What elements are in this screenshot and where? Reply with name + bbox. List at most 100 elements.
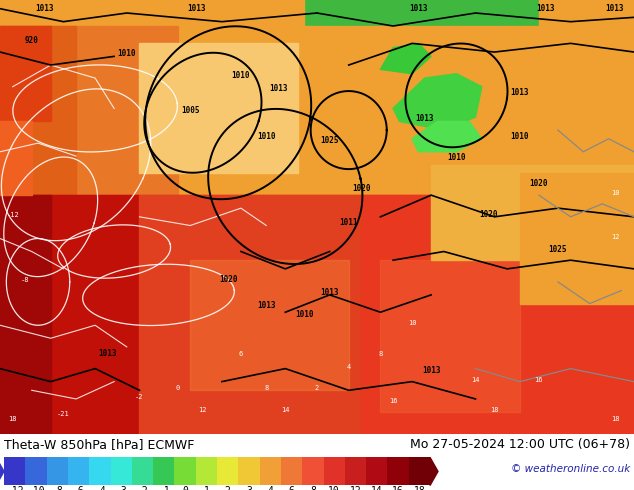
Text: 1025: 1025 — [548, 245, 567, 253]
Text: -12: -12 — [6, 212, 19, 218]
Text: 4: 4 — [268, 487, 273, 490]
Text: 1011: 1011 — [339, 219, 358, 227]
Text: 1020: 1020 — [219, 275, 238, 284]
Text: 18: 18 — [611, 416, 619, 421]
Bar — [139, 44, 298, 173]
Text: -6: -6 — [73, 487, 84, 490]
Text: 2: 2 — [224, 487, 231, 490]
Text: 1: 1 — [204, 487, 209, 490]
Text: 10: 10 — [328, 487, 340, 490]
Text: 1013: 1013 — [187, 4, 206, 13]
Bar — [25, 457, 47, 486]
Text: 1013: 1013 — [605, 4, 624, 13]
Text: 1013: 1013 — [415, 115, 434, 123]
Text: 16: 16 — [389, 398, 398, 404]
Text: 1010: 1010 — [257, 132, 276, 141]
Text: 6: 6 — [288, 487, 294, 490]
Text: 1010: 1010 — [447, 153, 466, 163]
Text: 1013: 1013 — [269, 84, 288, 93]
Bar — [4, 457, 25, 486]
Bar — [302, 457, 323, 486]
Text: 1010: 1010 — [510, 132, 529, 141]
Bar — [0, 26, 178, 195]
Bar — [259, 457, 281, 486]
Bar — [196, 457, 217, 486]
Text: -4: -4 — [94, 487, 106, 490]
Polygon shape — [393, 74, 482, 130]
Bar — [0, 195, 139, 434]
Bar — [431, 165, 634, 260]
Bar — [0, 195, 634, 434]
Text: 1013: 1013 — [35, 4, 54, 13]
Bar — [89, 457, 110, 486]
Text: © weatheronline.co.uk: © weatheronline.co.uk — [511, 464, 630, 474]
Bar — [0, 26, 634, 195]
Text: 6: 6 — [239, 350, 243, 357]
Bar — [238, 457, 259, 486]
Text: 1013: 1013 — [536, 4, 555, 13]
Text: 10: 10 — [408, 320, 417, 326]
Text: 1010: 1010 — [231, 71, 250, 80]
Text: -12: -12 — [6, 487, 23, 490]
Bar — [132, 457, 153, 486]
Polygon shape — [0, 457, 4, 486]
Text: 1010: 1010 — [295, 310, 314, 318]
Text: 0: 0 — [182, 487, 188, 490]
Text: -2: -2 — [135, 394, 144, 400]
Text: 18: 18 — [490, 407, 499, 413]
Text: 8: 8 — [264, 385, 268, 392]
Text: 18: 18 — [413, 487, 425, 490]
Bar — [366, 457, 387, 486]
Text: 1005: 1005 — [181, 106, 200, 115]
Text: 1020: 1020 — [352, 184, 371, 193]
Bar — [0, 122, 32, 195]
Text: Mo 27-05-2024 12:00 UTC (06+78): Mo 27-05-2024 12:00 UTC (06+78) — [410, 438, 630, 451]
Text: 2: 2 — [315, 385, 319, 392]
Bar — [520, 173, 634, 304]
Text: -21: -21 — [57, 411, 70, 417]
Text: -8: -8 — [21, 277, 30, 283]
Bar — [68, 457, 89, 486]
Polygon shape — [412, 122, 482, 152]
Text: Theta-W 850hPa [hPa] ECMWF: Theta-W 850hPa [hPa] ECMWF — [4, 438, 195, 451]
Bar — [139, 195, 361, 434]
Text: -8: -8 — [51, 487, 63, 490]
Bar — [153, 457, 174, 486]
Bar — [217, 457, 238, 486]
Text: 1013: 1013 — [510, 88, 529, 98]
Text: 12: 12 — [611, 234, 619, 240]
Text: -2: -2 — [136, 487, 148, 490]
Text: 1013: 1013 — [320, 288, 339, 297]
Bar — [190, 260, 349, 390]
Bar — [380, 260, 520, 412]
Text: 14: 14 — [371, 487, 383, 490]
Polygon shape — [380, 44, 431, 74]
Text: 1020: 1020 — [529, 179, 548, 189]
Bar — [387, 457, 409, 486]
Text: 0: 0 — [176, 385, 179, 392]
Bar — [323, 457, 345, 486]
Text: 1013: 1013 — [422, 366, 441, 375]
Bar — [0, 0, 304, 26]
Text: 12: 12 — [349, 487, 361, 490]
Text: 1013: 1013 — [98, 348, 117, 358]
Bar — [361, 195, 634, 434]
Polygon shape — [430, 457, 438, 486]
Bar — [0, 195, 51, 434]
Text: 1010: 1010 — [117, 49, 136, 58]
Bar — [0, 0, 634, 26]
Text: 14: 14 — [471, 377, 480, 383]
Text: 1020: 1020 — [479, 210, 498, 219]
Text: 920: 920 — [25, 36, 39, 46]
Text: 1013: 1013 — [257, 301, 276, 310]
Bar — [345, 457, 366, 486]
Text: 10: 10 — [611, 190, 619, 196]
Text: 16: 16 — [392, 487, 404, 490]
Text: -10: -10 — [27, 487, 45, 490]
Text: 3: 3 — [246, 487, 252, 490]
Text: 8: 8 — [378, 350, 382, 357]
Bar — [47, 457, 68, 486]
Text: 16: 16 — [534, 377, 543, 383]
Text: 14: 14 — [281, 407, 290, 413]
Text: 1025: 1025 — [320, 136, 339, 145]
